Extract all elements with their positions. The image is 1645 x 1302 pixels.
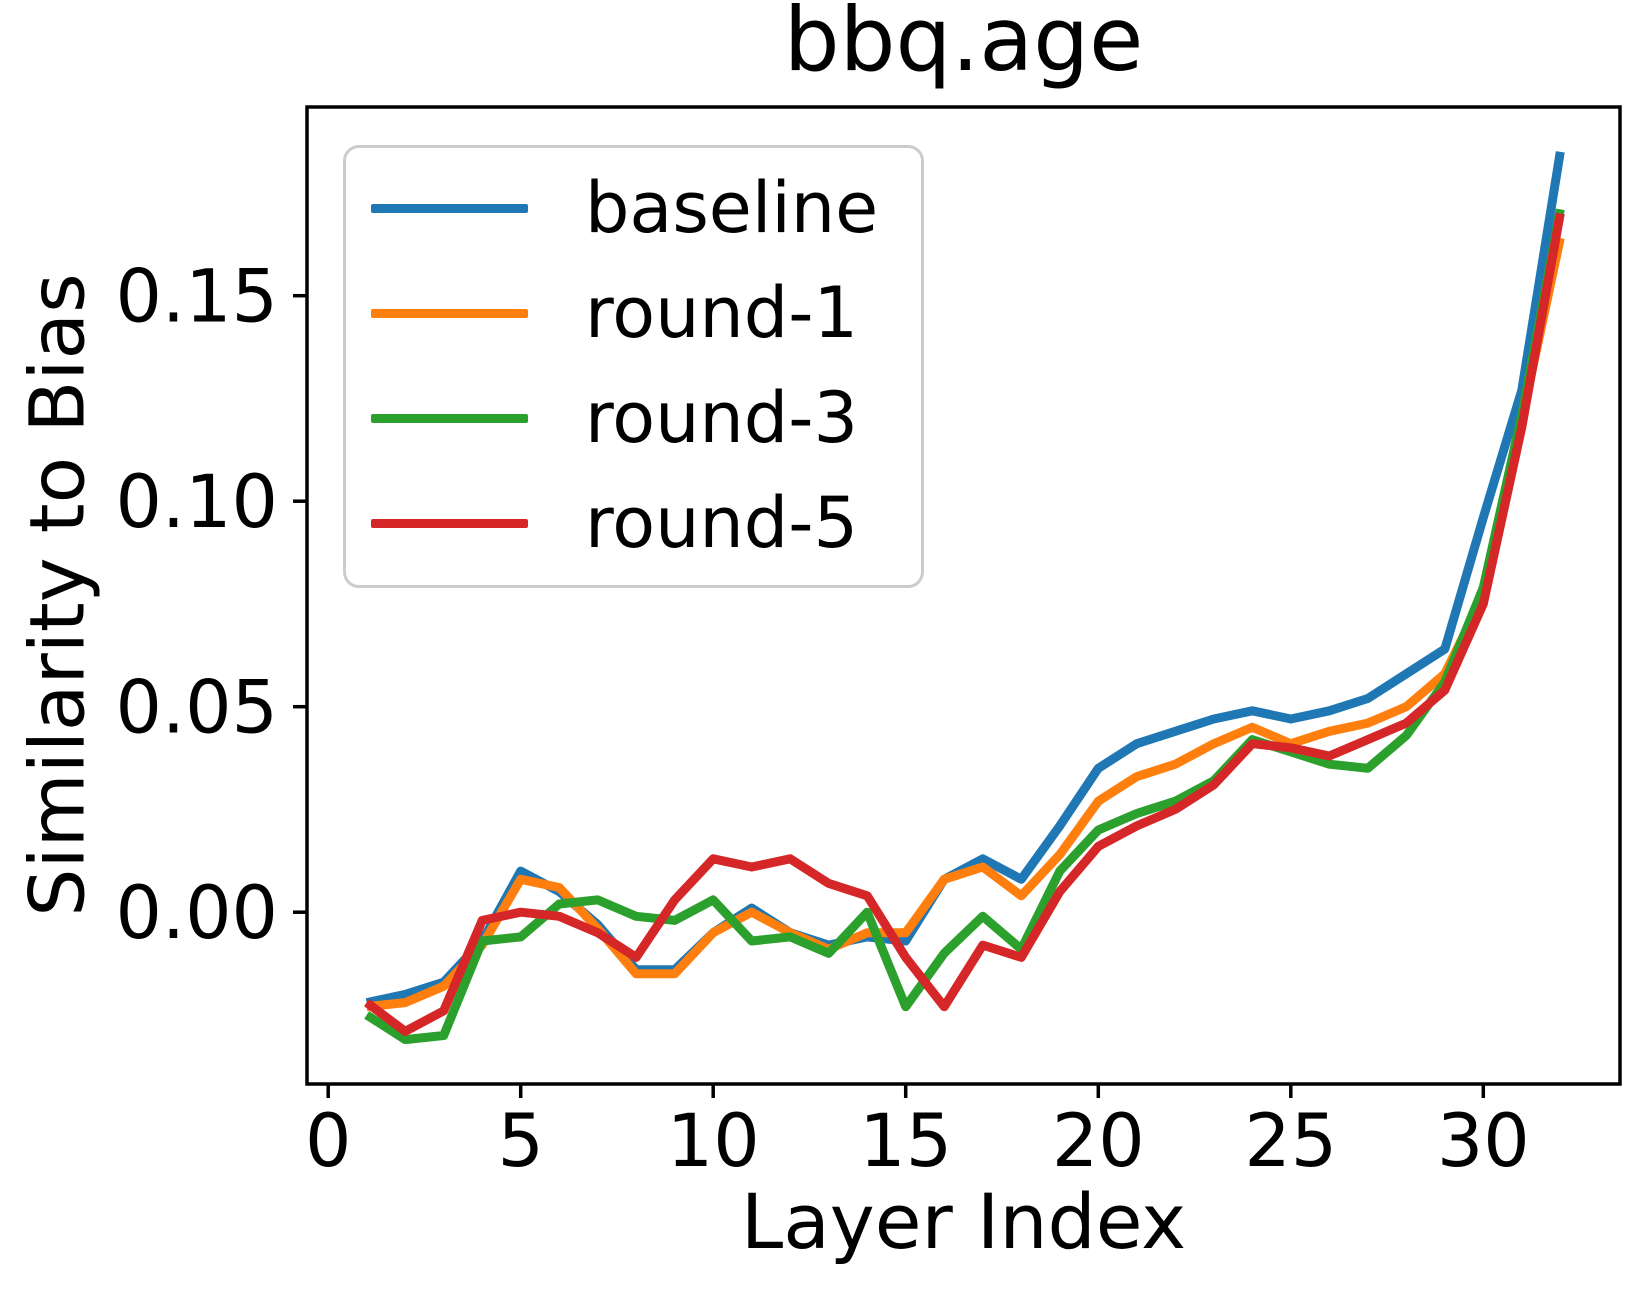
series-line-round-1 [366, 237, 1565, 1012]
legend-line-sample-round-1 [371, 308, 528, 318]
y-tick-label: 0.10 [115, 460, 278, 545]
legend-item-baseline: baseline [371, 173, 921, 243]
legend-label-baseline: baseline [585, 167, 879, 249]
series-line-round-5 [364, 212, 1565, 1036]
chart-title: bbq.age [783, 0, 1144, 91]
legend: baseline round-1 round-3 round-5 [343, 145, 924, 588]
legend-item-round-1: round-1 [371, 278, 921, 348]
legend-line-sample-round-5 [371, 518, 528, 528]
x-axis-label: Layer Index [740, 1177, 1187, 1266]
x-tick-label: 0 [305, 1099, 351, 1184]
x-tick-label: 30 [1437, 1099, 1530, 1184]
legend-line-sample-round-3 [371, 413, 528, 423]
x-tick-label: 10 [667, 1099, 760, 1184]
y-tick-label: 0.00 [115, 871, 278, 956]
legend-line-sample-baseline [371, 203, 528, 213]
x-tick-label: 20 [1052, 1099, 1145, 1184]
x-tick-label: 5 [497, 1099, 543, 1184]
legend-item-round-3: round-3 [371, 383, 921, 453]
legend-label-round-5: round-5 [585, 482, 859, 564]
legend-label-round-1: round-1 [585, 272, 859, 354]
x-tick-label: 25 [1244, 1099, 1337, 1184]
series-line-round-3 [364, 208, 1565, 1045]
axes-frame [305, 105, 1622, 1086]
legend-item-round-5: round-5 [371, 488, 921, 558]
legend-label-round-3: round-3 [585, 377, 859, 459]
y-tick-label: 0.15 [115, 254, 278, 339]
y-tick-label: 0.05 [115, 665, 278, 750]
x-tick-label: 15 [859, 1099, 952, 1184]
